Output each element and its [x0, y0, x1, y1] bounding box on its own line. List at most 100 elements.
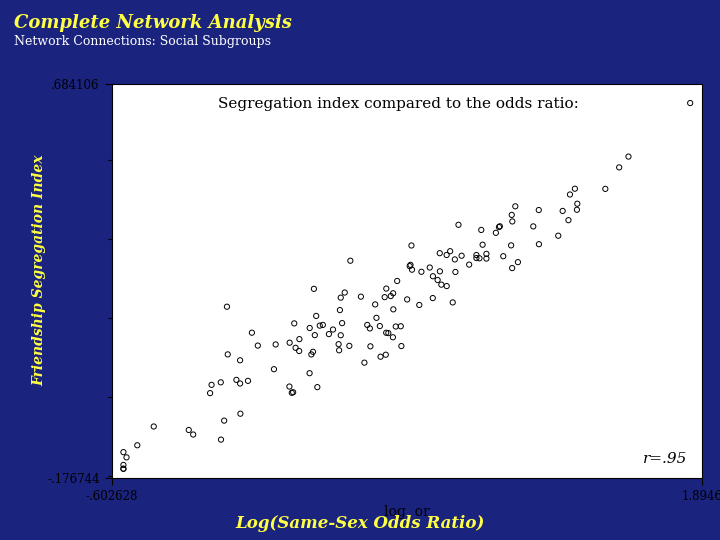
Point	[456, 252, 467, 260]
Point	[374, 322, 386, 330]
X-axis label: log  or: log or	[384, 505, 430, 519]
Text: Log(Same-Sex Odds Ratio): Log(Same-Sex Odds Ratio)	[235, 515, 485, 532]
Point	[287, 388, 299, 396]
Point	[406, 265, 418, 274]
Point	[183, 426, 194, 434]
Point	[290, 343, 302, 352]
Point	[424, 263, 436, 272]
Point	[387, 289, 399, 298]
Point	[117, 464, 129, 473]
Point	[474, 254, 485, 262]
Point	[355, 292, 366, 301]
Point	[221, 302, 233, 311]
Point	[475, 226, 487, 234]
Point	[369, 300, 381, 309]
Point	[498, 252, 509, 260]
Point	[471, 254, 482, 262]
Point	[450, 268, 462, 276]
Point	[613, 163, 625, 172]
Point	[148, 422, 160, 431]
Point	[314, 321, 325, 330]
Point	[117, 461, 129, 469]
Point	[623, 152, 634, 161]
Point	[117, 448, 129, 456]
Point	[510, 202, 521, 211]
Point	[328, 325, 339, 334]
Point	[310, 312, 322, 320]
Point	[252, 341, 264, 350]
Point	[471, 251, 482, 259]
Point	[308, 285, 320, 293]
Point	[493, 222, 505, 231]
Point	[339, 288, 351, 297]
Point	[371, 314, 382, 322]
Point	[268, 365, 279, 374]
Point	[132, 441, 143, 450]
Point	[432, 276, 444, 285]
Point	[564, 190, 576, 199]
Point	[434, 249, 446, 258]
Point	[294, 347, 305, 355]
Point	[434, 267, 446, 275]
Point	[235, 409, 246, 418]
Point	[387, 333, 399, 342]
Text: Network Connections: Social Subgroups: Network Connections: Social Subgroups	[14, 35, 271, 48]
Point	[364, 342, 376, 350]
Point	[270, 340, 282, 349]
Point	[379, 293, 390, 301]
Point	[121, 453, 132, 462]
Point	[569, 184, 580, 193]
Point	[427, 272, 438, 281]
Point	[405, 241, 417, 250]
Point	[359, 359, 370, 367]
Point	[361, 321, 373, 329]
Point	[335, 293, 346, 302]
Point	[387, 305, 399, 314]
Text: Complete Network Analysis: Complete Network Analysis	[14, 14, 292, 31]
Point	[284, 382, 295, 391]
Point	[222, 350, 233, 359]
Point	[385, 292, 397, 300]
Text: r=.95: r=.95	[643, 452, 687, 466]
Point	[218, 416, 230, 425]
Point	[685, 99, 696, 107]
Point	[375, 353, 387, 361]
Point	[380, 328, 392, 337]
Point	[481, 254, 492, 263]
Point	[392, 276, 403, 285]
Point	[600, 185, 611, 193]
Point	[230, 375, 242, 384]
Point	[289, 319, 300, 328]
Point	[215, 435, 227, 444]
Point	[563, 216, 575, 225]
Point	[464, 260, 475, 269]
Point	[333, 346, 345, 355]
Point	[382, 329, 394, 338]
Point	[477, 240, 488, 249]
Text: Friendship Segregation Index: Friendship Segregation Index	[32, 154, 47, 386]
Point	[307, 348, 319, 356]
Point	[305, 350, 317, 359]
Point	[533, 206, 544, 214]
Point	[336, 319, 348, 327]
Point	[572, 199, 583, 208]
Point	[449, 255, 461, 264]
Point	[204, 389, 216, 397]
Point	[441, 282, 452, 291]
Point	[317, 321, 328, 329]
Point	[441, 251, 452, 259]
Point	[534, 240, 545, 248]
Point	[242, 376, 253, 385]
Point	[405, 260, 416, 269]
Point	[507, 217, 518, 226]
Point	[552, 232, 564, 240]
Point	[343, 341, 355, 350]
Point	[309, 331, 320, 340]
Point	[404, 262, 415, 271]
Point	[571, 205, 582, 214]
Point	[234, 356, 246, 364]
Point	[345, 256, 356, 265]
Point	[447, 298, 459, 307]
Point	[481, 249, 492, 258]
Point	[215, 378, 227, 387]
